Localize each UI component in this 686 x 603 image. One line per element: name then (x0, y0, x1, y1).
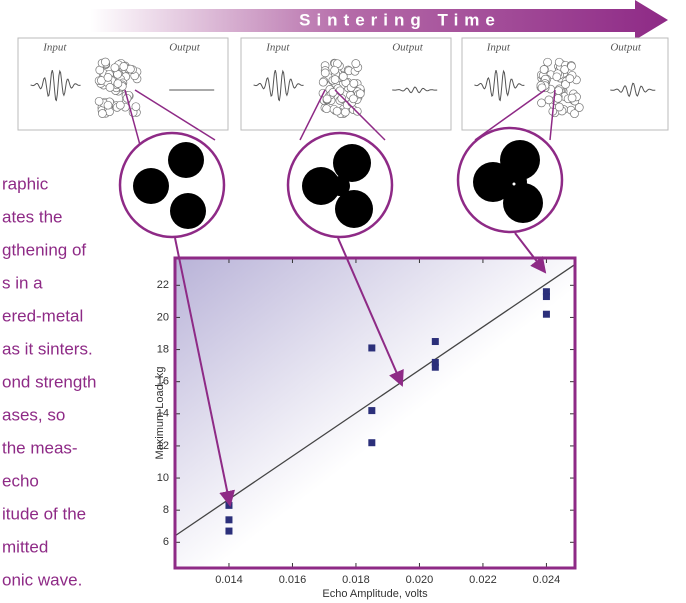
caption-line: echo (2, 471, 39, 490)
zoom-circles (120, 128, 562, 237)
particle (168, 142, 204, 178)
caption-line: ates the (2, 207, 63, 226)
grain (319, 78, 327, 86)
grain (352, 60, 360, 68)
x-tick-label: 0.022 (469, 574, 497, 586)
grain (333, 107, 341, 115)
caption-line: ond strength (2, 372, 97, 391)
grain (538, 99, 546, 107)
grain (95, 97, 103, 105)
grain (132, 103, 140, 111)
x-tick-label: 0.024 (533, 574, 561, 586)
grain (111, 64, 119, 72)
point (432, 364, 439, 371)
grain (336, 87, 344, 95)
grain (331, 66, 339, 74)
output-label: Output (610, 42, 642, 54)
grain (104, 101, 112, 109)
point (368, 407, 375, 414)
grain (540, 66, 548, 74)
caption-line: as it sinters. (2, 339, 93, 358)
caption-line: s in a (2, 273, 43, 292)
output-label: Output (392, 42, 424, 54)
grain (321, 69, 329, 77)
point (368, 344, 375, 351)
point (225, 528, 232, 535)
grain (555, 103, 563, 111)
arrow-label: Sintering Time (299, 10, 501, 29)
point (543, 293, 550, 300)
grain (568, 94, 576, 102)
caption-line: ases, so (2, 405, 65, 424)
grain (349, 95, 357, 103)
x-tick-label: 0.020 (406, 574, 434, 586)
grain (329, 88, 337, 96)
grain (101, 58, 109, 66)
grain (350, 79, 358, 87)
point (368, 439, 375, 446)
grain (331, 76, 339, 84)
y-tick-label: 8 (163, 504, 169, 516)
neck (497, 167, 527, 197)
grain (339, 73, 347, 81)
y-tick-label: 22 (157, 279, 169, 291)
grain (341, 108, 349, 116)
y-tick-label: 6 (163, 536, 169, 548)
particle (133, 168, 169, 204)
grain (106, 83, 114, 91)
grain (555, 87, 563, 95)
x-tick-label: 0.018 (342, 574, 370, 586)
y-axis-label: Maximum Load, kg (154, 367, 166, 460)
point (432, 338, 439, 345)
grain (571, 110, 579, 118)
caption-line: gthening of (2, 240, 86, 259)
input-label: Input (42, 42, 67, 54)
output-label: Output (169, 42, 201, 54)
panels: Input Output Input Output Input Output (18, 38, 668, 130)
point (225, 516, 232, 523)
grain (323, 105, 331, 113)
caption-line: ered-metal (2, 306, 83, 325)
input-label: Input (486, 42, 511, 54)
particle (170, 193, 206, 229)
grain (568, 62, 576, 70)
grain (356, 90, 364, 98)
y-tick-label: 18 (157, 343, 169, 355)
grain (116, 101, 124, 109)
x-tick-label: 0.014 (215, 574, 243, 586)
grain (98, 110, 106, 118)
grain (566, 75, 574, 83)
input-label: Input (265, 42, 290, 54)
grain (544, 58, 552, 66)
x-tick-label: 0.016 (279, 574, 307, 586)
figure: Sintering Time InputOutputInputOutputInp… (0, 0, 686, 603)
caption-line: the meas- (2, 438, 78, 457)
point (543, 311, 550, 318)
grain (554, 94, 562, 102)
grain (120, 63, 128, 71)
grain (104, 73, 112, 81)
caption: raphic ates the gthening of s in a ered-meta… (2, 174, 97, 589)
y-tick-label: 10 (157, 472, 169, 484)
neck (330, 176, 350, 196)
x-axis-label: Echo Amplitude, volts (322, 588, 428, 600)
caption-line: raphic (2, 174, 49, 193)
caption-line: mitted (2, 537, 48, 556)
pore (513, 183, 516, 186)
grain (545, 96, 553, 104)
grain (553, 73, 561, 81)
grain (323, 95, 331, 103)
y-tick-label: 20 (157, 311, 169, 323)
caption-line: itude of the (2, 504, 86, 523)
grain (114, 80, 122, 88)
caption-line: onic wave. (2, 570, 82, 589)
